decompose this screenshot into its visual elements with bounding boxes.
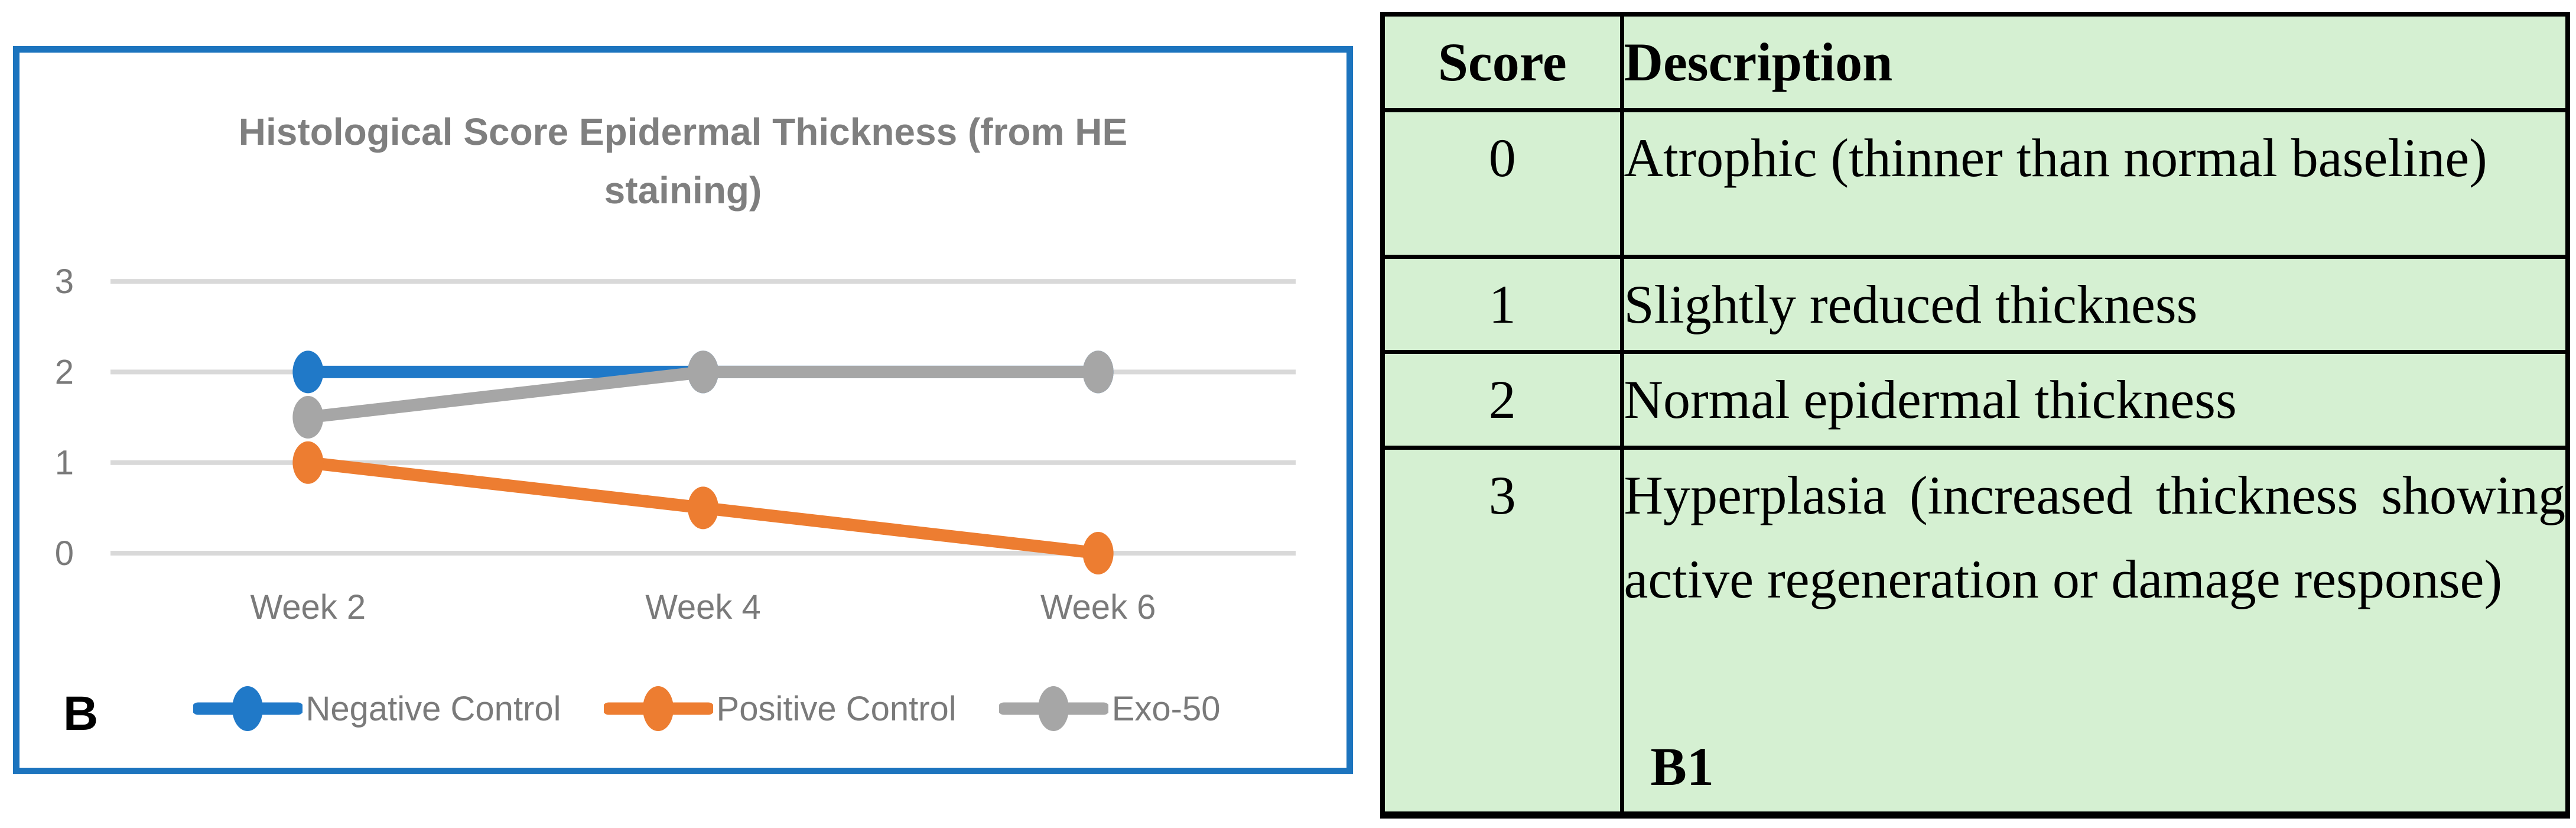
y-tick-label: 3 — [55, 262, 74, 301]
table-row-score-2: 2 Normal epidermal thickness — [1380, 350, 2570, 450]
x-tick-label-week-4: Week 4 — [645, 588, 761, 626]
panel-label-b: B — [63, 687, 99, 741]
column-header-score: Score — [1380, 12, 1624, 112]
legend-dot — [1037, 686, 1069, 731]
table-row-score-3: 3 Hyperplasia (increased thickness showin… — [1380, 445, 2570, 817]
score-description: Normal epidermal thickness — [1624, 369, 2237, 430]
data-point-exo-50-week-2 — [292, 396, 324, 439]
score-description: Slightly reduced thickness — [1624, 274, 2198, 335]
data-point-negative-control-week-2 — [292, 350, 324, 394]
panel-label-b1: B1 — [1650, 736, 1714, 797]
y-tick-label: 0 — [55, 534, 74, 573]
x-tick-label-week-6: Week 6 — [1040, 588, 1156, 626]
score-value: 1 — [1380, 254, 1624, 355]
score-value: 2 — [1380, 350, 1624, 450]
legend-item-negative-control: Negative Control — [193, 679, 561, 738]
score-description-cell: Atrophic (thinner than normal baseline) — [1619, 108, 2570, 259]
legend-label-positive-control: Positive Control — [716, 689, 957, 728]
score-description: Hyperplasia (increased thickness showing… — [1624, 465, 2566, 610]
score-description-cell: Slightly reduced thickness — [1619, 254, 2570, 355]
score-description-cell: Normal epidermal thickness — [1619, 350, 2570, 450]
column-header-description: Description — [1619, 12, 2570, 112]
legend-label-exo-50: Exo-50 — [1111, 689, 1221, 728]
table-header-row: Score Description — [1380, 12, 2570, 112]
legend-label-negative-control: Negative Control — [305, 689, 561, 728]
table-row-score-1: 1 Slightly reduced thickness — [1380, 254, 2570, 355]
score-value: 0 — [1380, 108, 1624, 259]
data-point-positive-control-week-2 — [292, 441, 324, 484]
line-chart-panel: 0 1 2 3 Week 2 Week 4 Week 6 Histological Scor… — [13, 46, 1353, 774]
data-point-positive-control-week-4 — [688, 486, 718, 530]
score-table: Score Description 0 Atrophic (thinner tha… — [1380, 12, 2570, 819]
legend-dot — [642, 686, 674, 731]
line-chart-canvas: 0 1 2 3 Week 2 Week 4 Week 6 — [55, 262, 1296, 626]
chart-legend: Negative Control Positive Control Exo-50 — [90, 673, 1323, 744]
score-value: 3 — [1380, 445, 1624, 817]
legend-item-positive-control: Positive Control — [603, 679, 957, 738]
data-point-exo-50-week-4 — [688, 350, 718, 394]
data-point-positive-control-week-6 — [1082, 532, 1114, 574]
chart-title: Histological Score Epidermal Thickness (… — [238, 111, 1128, 212]
table-row-score-0: 0 Atrophic (thinner than normal baseline) — [1380, 108, 2570, 259]
legend-marker-negative-control — [193, 686, 303, 731]
score-description-cell: Hyperplasia (increased thickness showing… — [1619, 445, 2570, 817]
legend-marker-positive-control — [603, 686, 713, 731]
legend-item-exo-50: Exo-50 — [998, 679, 1221, 738]
x-tick-label-week-2: Week 2 — [251, 588, 366, 626]
data-point-exo-50-week-6 — [1082, 350, 1114, 394]
score-table-head: Score Description — [1380, 12, 2570, 112]
score-description: Atrophic (thinner than normal baseline) — [1624, 127, 2487, 188]
score-table-body: 0 Atrophic (thinner than normal baseline)… — [1380, 108, 2570, 817]
legend-marker-exo-50 — [998, 686, 1108, 731]
y-tick-label: 2 — [55, 353, 74, 391]
y-tick-label: 1 — [55, 444, 74, 482]
legend-dot — [232, 686, 263, 731]
